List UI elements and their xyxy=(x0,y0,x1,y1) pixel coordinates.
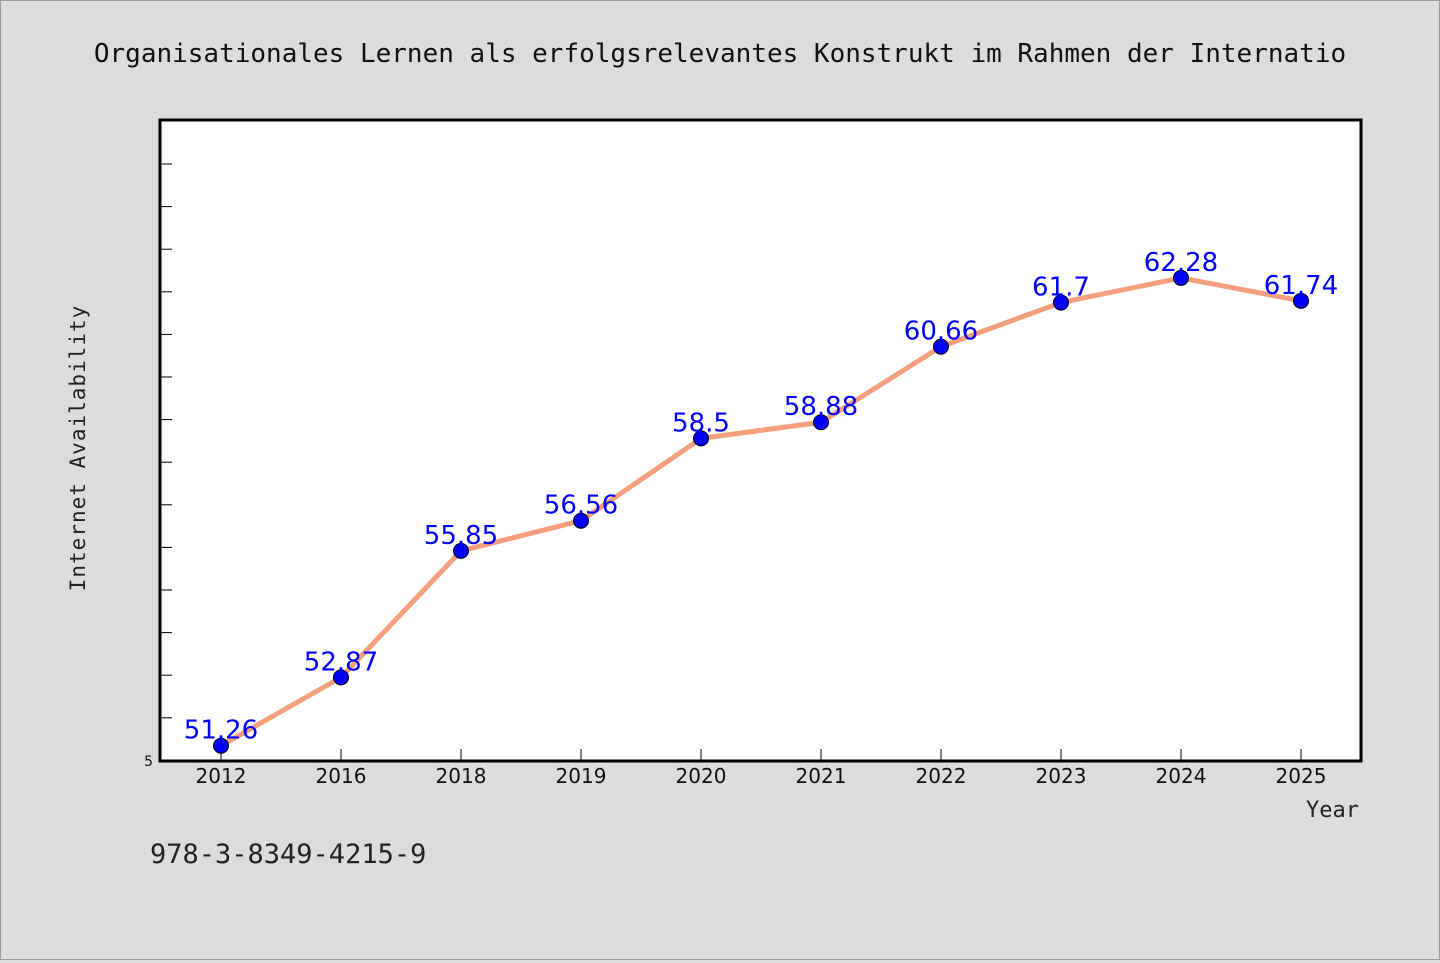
data-points xyxy=(213,269,1309,754)
data-label: 62.28 xyxy=(1144,248,1218,278)
data-point xyxy=(1173,269,1189,286)
x-tick-label: 2016 xyxy=(316,764,367,788)
x-axis-label: Year xyxy=(1306,798,1359,823)
data-label: 58.5 xyxy=(672,408,730,438)
x-axis: 2012 2016 2018 2019 2020 2021 2022 2023 2024 2025 xyxy=(196,749,1327,788)
data-label: 55.85 xyxy=(424,521,498,551)
x-tick-label: 2025 xyxy=(1276,764,1327,788)
data-point xyxy=(333,669,349,686)
footnote-isbn: 978-3-8349-4215-9 xyxy=(150,839,426,870)
x-tick-label: 2020 xyxy=(676,764,727,788)
x-tick-label: 2024 xyxy=(1156,764,1207,788)
y-axis-ticks xyxy=(160,163,172,719)
x-tick-label: 2021 xyxy=(796,764,847,788)
data-label: 56.56 xyxy=(544,491,618,521)
x-tick-label: 2018 xyxy=(436,764,487,788)
data-point xyxy=(693,430,709,447)
series-line xyxy=(218,275,1304,749)
data-label: 61.7 xyxy=(1032,273,1090,303)
x-tick-label: 2022 xyxy=(916,764,967,788)
data-label: 60.66 xyxy=(904,317,978,347)
data-point xyxy=(213,737,229,754)
chart-title: Organisationales Lernen als erfolgsrelev… xyxy=(94,39,1346,69)
y-axis-min-label: 5 xyxy=(144,754,153,770)
data-label: 51.26 xyxy=(184,716,258,746)
x-tick-label: 2012 xyxy=(196,764,247,788)
x-tick-label: 2019 xyxy=(556,764,607,788)
data-label: 58.88 xyxy=(784,392,858,422)
x-tick-label: 2023 xyxy=(1036,764,1087,788)
data-point xyxy=(453,542,469,559)
data-labels: 51.26 52.87 55.85 56.56 58.5 58.88 60.66 61.7 62… xyxy=(184,248,1338,746)
data-label: 61.74 xyxy=(1264,271,1338,301)
data-point xyxy=(573,512,589,529)
data-label: 52.87 xyxy=(304,647,378,677)
data-point xyxy=(1053,294,1069,311)
data-point xyxy=(813,414,829,431)
data-point xyxy=(933,338,949,355)
data-point xyxy=(1293,292,1309,309)
y-axis-label: Internet Availability xyxy=(66,305,90,592)
